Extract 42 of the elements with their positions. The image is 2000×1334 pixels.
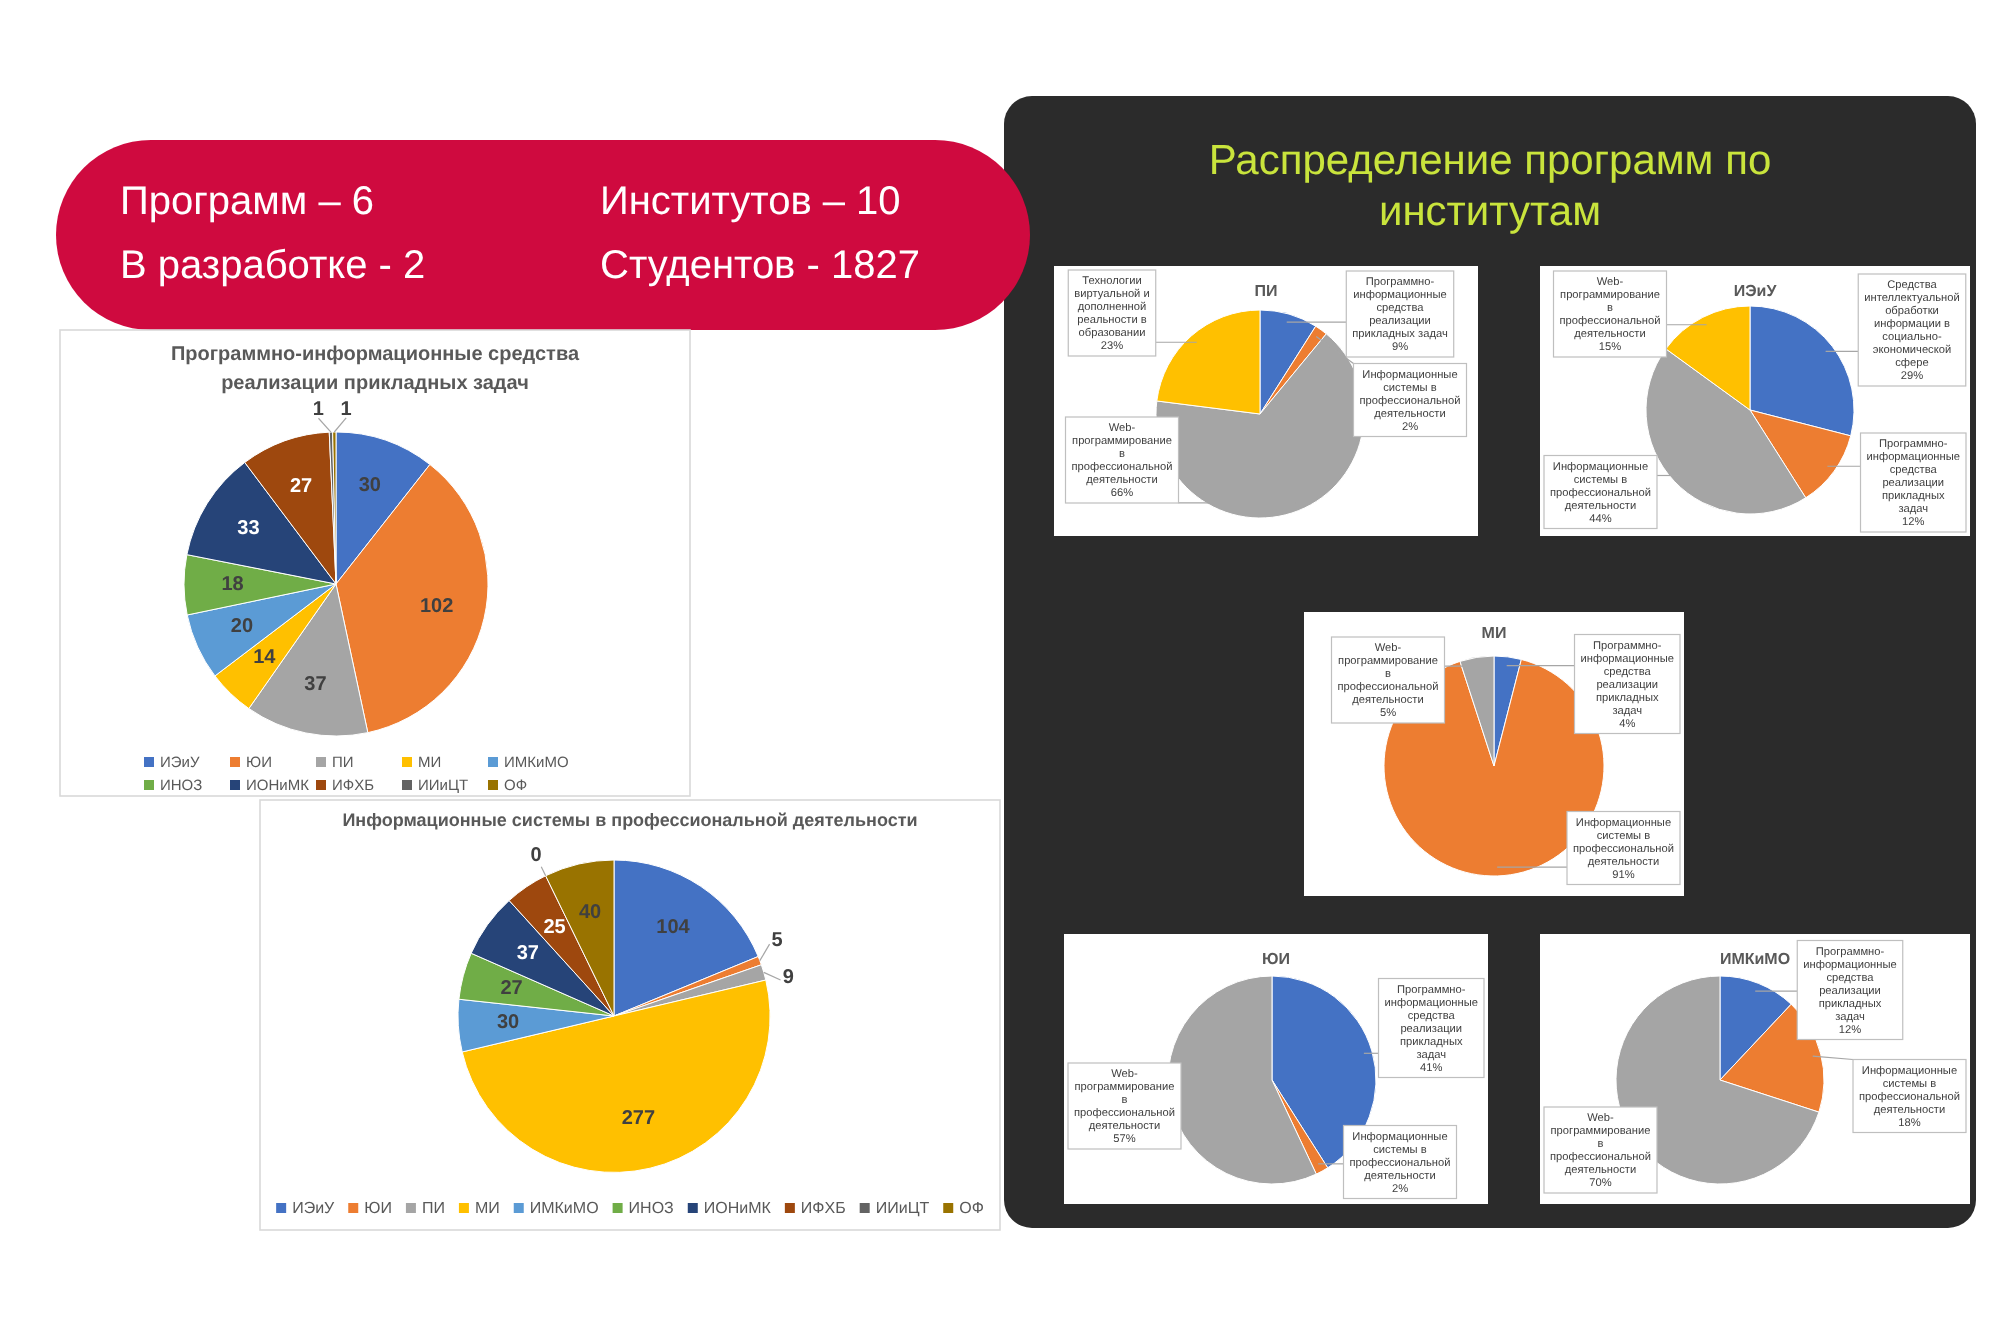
- chart-title: МИ: [1481, 624, 1507, 642]
- data-label: 104: [656, 916, 691, 939]
- data-label: 9: [782, 966, 795, 989]
- chart-title: ИЭиУ: [1733, 282, 1779, 300]
- chart-title: Программно-информационные средства реализации прикладных задач: [170, 344, 580, 395]
- text: Распределение программ по институтам: [1208, 138, 1772, 236]
- data-label: 33: [237, 518, 261, 541]
- data-label: 37: [516, 943, 540, 966]
- legend-label: ИИиЦТ: [875, 1199, 930, 1217]
- data-label: 27: [290, 475, 314, 498]
- text: Студентов - 1827: [600, 244, 920, 288]
- legend-label: ИФХБ: [800, 1199, 846, 1217]
- text: В разработке - 2: [120, 244, 426, 288]
- legend-label: ИЭиУ: [292, 1199, 337, 1217]
- chart-title: ЮИ: [1262, 950, 1291, 968]
- legend-label: ИНОЗ: [628, 1199, 675, 1217]
- legend-label: МИ: [474, 1199, 501, 1217]
- chart-title: ИМКиМО: [1719, 950, 1791, 968]
- text: Программ – 6: [120, 180, 375, 224]
- text: Институтов – 10: [600, 180, 901, 224]
- data-label: 30: [358, 475, 382, 498]
- data-label: 1: [312, 399, 325, 422]
- data-label: 14: [253, 647, 277, 670]
- data-label: 40: [579, 901, 603, 924]
- data-label: 277: [621, 1108, 656, 1131]
- legend-label: ЮИ: [364, 1199, 393, 1217]
- chart-title: ПИ: [1254, 282, 1278, 300]
- data-label: 102: [420, 596, 455, 619]
- data-label: 20: [230, 615, 254, 638]
- data-label: 5: [771, 930, 784, 953]
- data-label: 1: [340, 398, 353, 421]
- data-label: 25: [543, 917, 567, 940]
- legend-label: ИМКиМО: [529, 1199, 599, 1217]
- text: 0: [530, 845, 543, 867]
- legend-label: ИОНиМК: [703, 1199, 772, 1217]
- data-label: 30: [497, 1011, 521, 1034]
- legend-label: ПИ: [421, 1199, 446, 1217]
- data-label: 18: [221, 573, 245, 596]
- data-label: 37: [304, 674, 328, 697]
- data-label: 27: [500, 977, 524, 1000]
- legend-label: ОФ: [959, 1199, 984, 1217]
- chart-title: Информационные системы в профессиональной деятельности: [342, 810, 918, 830]
